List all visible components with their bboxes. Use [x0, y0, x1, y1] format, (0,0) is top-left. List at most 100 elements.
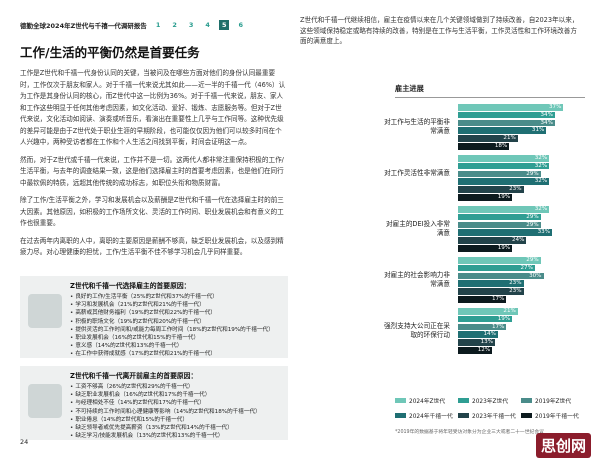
bar: [458, 229, 553, 236]
list: 良好的工作/生活平衡（25%的Z世代和37%的千禧一代）学习和发展机会（21%的…: [70, 293, 274, 359]
list: 工资不够高（26%的Z世代和29%的千禧一代）缺乏职业发展机会（16%的Z世代和…: [70, 383, 261, 440]
paragraph: 除了工作/生活平衡之外，学习和发展机会以及薪酬是Z世代和千禧一代在选择雇主时的前…: [20, 196, 284, 227]
page-number: 24: [20, 438, 29, 446]
list-item: 缺乏学习/技能发展机会（13%的Z世代和13%的千禧一代）: [70, 432, 261, 440]
intro-text: Z世代和千禧一代继续相信，雇主在疫情以来在几个关键领域做到了持续改善，自2023…: [300, 16, 579, 45]
bar: [458, 221, 541, 229]
list-item: 职业发展机会（16%的Z世代和15%的千禧一代）: [70, 334, 274, 342]
list-item: 积极的职场文化（19%的Z世代和20%的千禧一代）: [70, 318, 274, 326]
value-label: 32%: [534, 206, 548, 212]
bar: [458, 315, 513, 323]
watermark: 思创网: [536, 433, 592, 458]
paragraph: 在过去两年内离职的人中，离职的主要原因是薪酬不够高，缺乏职业发展机会，以及感到精…: [20, 236, 284, 257]
list-item: 学习和发展机会（21%的Z世代和21%的千禧一代）: [70, 301, 274, 309]
value-label: 27%: [520, 264, 533, 271]
bar: [458, 194, 513, 201]
legend-item: 2024年千禧一代: [395, 411, 458, 420]
bar: [458, 111, 555, 119]
value-label: 17%: [492, 296, 505, 302]
bar: [458, 143, 510, 150]
value-label: 12%: [477, 347, 491, 353]
paragraph: 工作是Z世代和千禧一代身份认同的关键，当被问及在哪些方面对他们的身份认同最重要时…: [20, 69, 286, 146]
list-item: 在工作中获得成就感（17%的Z世代和21%的千禧一代）: [70, 350, 274, 358]
box-title: Z世代和千禧一代离开前雇主的首要原因：: [70, 372, 198, 380]
value-label: 34%: [540, 119, 553, 126]
value-label: 29%: [526, 221, 539, 228]
legend-swatch: [521, 413, 532, 418]
value-label: 21%: [503, 135, 516, 142]
chart-title: 雇主进展: [395, 84, 585, 98]
bar: [458, 308, 518, 315]
legend-swatch: [521, 398, 532, 403]
bar: [458, 331, 498, 338]
legend-item: 2019年千禧一代: [521, 411, 584, 420]
legend-label: 2019年千禧一代: [535, 414, 579, 420]
list-item: 工资不够高（26%的Z世代和29%的千禧一代）: [70, 383, 261, 391]
bar: [458, 104, 564, 111]
value-label: 13%: [480, 339, 494, 346]
bar: [458, 237, 527, 244]
bar: [458, 162, 550, 170]
value-label: 37%: [549, 104, 562, 110]
list-item: 高薪或其他财务福利（19%的Z世代和22%的千禧一代）: [70, 309, 274, 317]
header: 德勤全球2024年Z世代与千禧一代调研报告 1 2 3 4 5 6: [20, 20, 246, 30]
bar: [458, 288, 524, 295]
value-label: 29%: [526, 213, 539, 220]
value-label: 19%: [497, 245, 511, 251]
value-label: 23%: [509, 280, 522, 287]
info-box: Z世代和千禧一代离开前雇主的首要原因： 工资不够高（26%的Z世代和29%的千禧一…: [20, 366, 288, 440]
bar: [458, 245, 513, 252]
list-item: 不可持续的工作时间和心理健康等影响（14%的Z世代和18%的千禧一代）: [70, 408, 260, 416]
bar: [458, 119, 555, 127]
bar: [458, 339, 496, 346]
bar: [458, 264, 535, 272]
value-label: 32%: [534, 178, 548, 185]
legend-label: 2024年Z世代: [409, 399, 446, 405]
value-label: 34%: [540, 111, 553, 118]
value-label: 23%: [509, 288, 522, 295]
footnote: *2019年的数据基于将年轻受访对象分为企业三大或者二十一世纪会议: [395, 430, 544, 435]
value-label: 21%: [503, 308, 516, 314]
list-item: 提供灵活的工作时间和/或能力每周工作时间（18%的Z世代和19%的千禧一代）: [70, 326, 273, 334]
value-label: 29%: [526, 170, 539, 177]
section-title: 工作/生活的平衡仍然是首要任务: [20, 45, 200, 60]
nav-item: 5: [218, 20, 230, 30]
bar: [458, 127, 547, 134]
legend-label: 2023年Z世代: [472, 399, 509, 405]
legend-swatch: [395, 398, 406, 403]
legend-item: 2019年Z世代: [521, 396, 584, 405]
nav-item: 2: [172, 21, 177, 29]
bar: [458, 272, 544, 280]
legend-label: 2023年千禧一代: [472, 414, 516, 420]
value-label: 19%: [497, 194, 511, 200]
legend-swatch: [458, 398, 469, 403]
list-item: 与经理相处不佳（14%的Z世代和17%的千禧一代）: [70, 399, 261, 407]
list-item: 良好的工作/生活平衡（25%的Z世代和37%的千禧一代）: [70, 293, 274, 301]
box-title: Z世代和千禧一代选择雇主的首要原因：: [70, 282, 191, 290]
value-label: 30%: [529, 272, 542, 279]
list-item: 意义感（14%的Z世代和13%的千禧一代）: [70, 342, 274, 350]
report-name: 德勤全球2024年Z世代与千禧一代调研报告: [20, 22, 147, 30]
nav-item: 1: [155, 21, 161, 29]
legend-swatch: [458, 413, 469, 418]
value-label: 24%: [511, 237, 525, 244]
value-label: 29%: [526, 257, 539, 263]
value-label: 18%: [494, 143, 508, 149]
value-label: 14%: [483, 331, 496, 338]
bar: [458, 280, 524, 287]
category-label: 强烈支持大公司正在采取的环保行动: [384, 321, 450, 339]
bar: [458, 178, 550, 185]
bar: [458, 186, 524, 193]
category-label: 对工作与生活的平衡非常满意: [384, 117, 450, 135]
value-label: 17%: [492, 323, 505, 330]
bar: [458, 296, 507, 303]
bar: [458, 323, 507, 331]
legend-label: 2019年Z世代: [535, 399, 572, 405]
list-item: 职业倦怠（14%的Z世代和15%的千禧一代）: [70, 416, 261, 424]
list-item: 缺乏领导者或优先提高薪资（13%的Z世代和14%的千禧一代）: [70, 424, 261, 432]
value-label: 19%: [497, 315, 511, 322]
info-box: Z世代和千禧一代选择雇主的首要原因： 良好的工作/生活平衡（25%的Z世代和37%…: [20, 276, 288, 358]
legend-item: 2024年Z世代: [395, 396, 458, 405]
category-label: 对工作灵活性非常满意: [384, 168, 450, 177]
